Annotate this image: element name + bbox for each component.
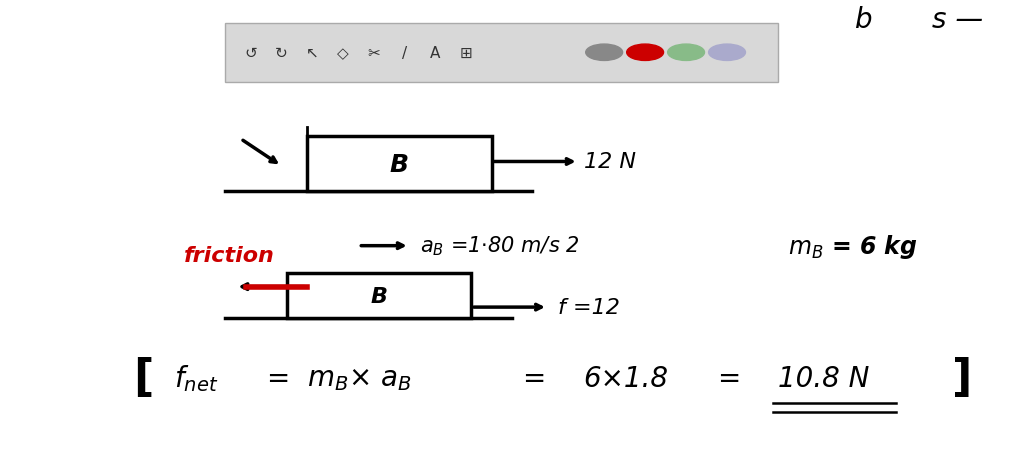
Text: friction: friction <box>184 245 275 265</box>
Text: ]: ] <box>952 356 973 399</box>
Text: ↻: ↻ <box>275 46 288 61</box>
Text: b: b <box>855 6 872 34</box>
Text: ✂: ✂ <box>368 46 380 61</box>
Text: ⊞: ⊞ <box>460 46 472 61</box>
Text: =: = <box>717 364 740 392</box>
Text: $m_B$$\times$ $a_B$: $m_B$$\times$ $a_B$ <box>307 364 412 392</box>
Circle shape <box>709 45 745 61</box>
Circle shape <box>627 45 664 61</box>
Text: $f_{net}$: $f_{net}$ <box>174 363 218 393</box>
Text: ↺: ↺ <box>245 46 257 61</box>
Text: =: = <box>522 364 546 392</box>
Text: /: / <box>401 46 408 61</box>
Text: 10.8 N: 10.8 N <box>778 364 869 392</box>
Text: [: [ <box>133 356 154 399</box>
Circle shape <box>586 45 623 61</box>
Text: 12 N: 12 N <box>584 152 636 172</box>
Text: 6×1.8: 6×1.8 <box>584 364 669 392</box>
Text: A: A <box>430 46 440 61</box>
Bar <box>307 137 492 192</box>
Circle shape <box>668 45 705 61</box>
Text: B: B <box>371 286 387 306</box>
Text: $m_B$ = 6 kg: $m_B$ = 6 kg <box>788 232 919 260</box>
Text: =: = <box>266 364 290 392</box>
Text: $a_B$ =1$\cdot$80 m/s 2: $a_B$ =1$\cdot$80 m/s 2 <box>420 234 580 258</box>
Text: B: B <box>390 152 409 177</box>
Text: s —: s — <box>932 6 983 34</box>
Text: f =12: f =12 <box>558 298 620 318</box>
Bar <box>287 273 471 319</box>
Text: ↖: ↖ <box>306 46 318 61</box>
Text: ◇: ◇ <box>337 46 349 61</box>
Bar <box>225 24 778 83</box>
